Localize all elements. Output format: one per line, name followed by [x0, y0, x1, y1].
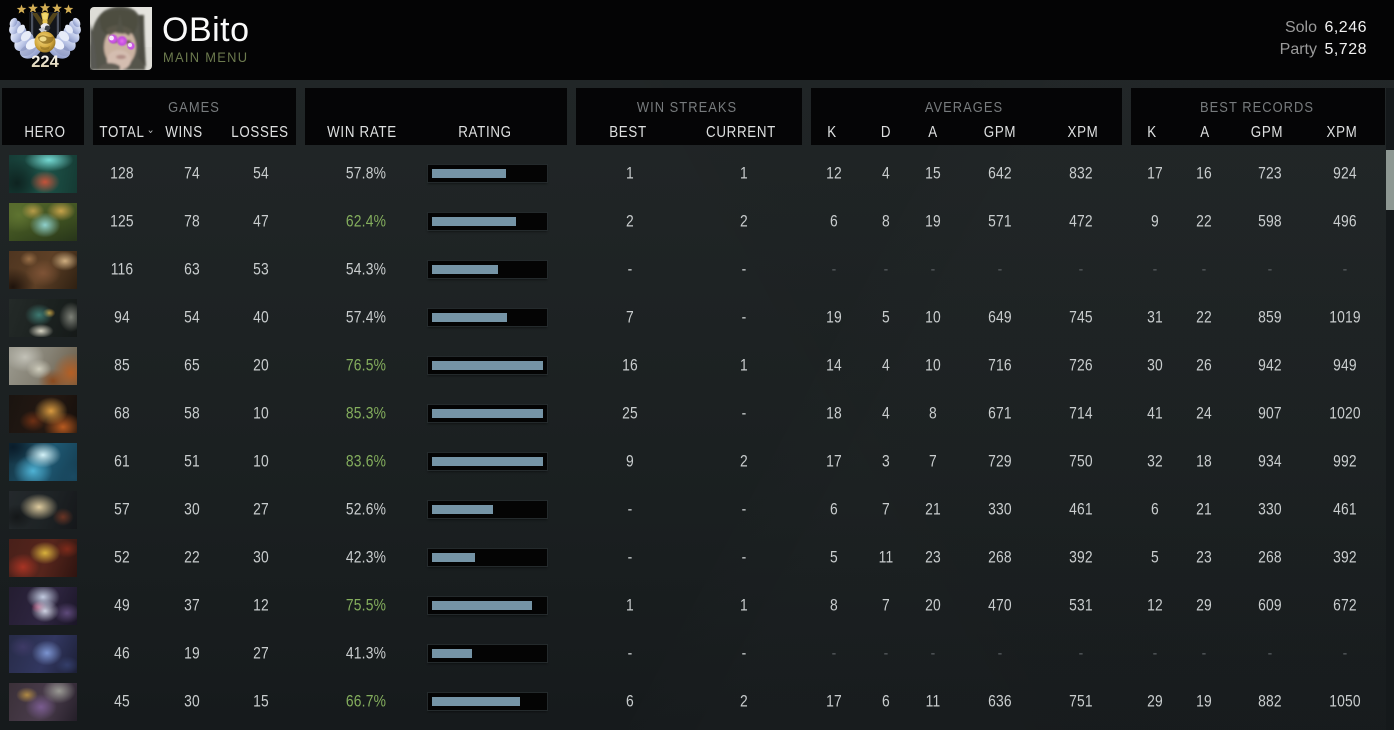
- svg-text:224: 224: [31, 53, 59, 71]
